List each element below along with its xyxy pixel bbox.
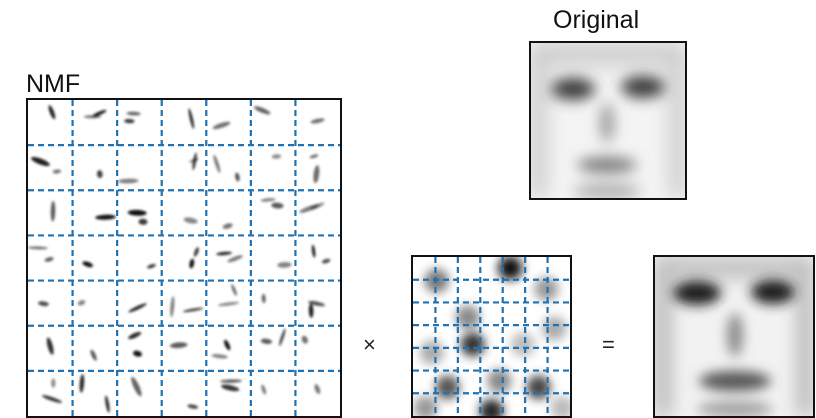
nmf-label: NMF	[26, 70, 81, 98]
basis-stroke	[279, 328, 286, 347]
encoding-blob	[498, 257, 523, 281]
basis-stroke	[28, 246, 48, 250]
basis-stroke	[310, 202, 325, 210]
encoding-blob	[479, 399, 504, 416]
basis-stroke	[46, 337, 54, 355]
basis-stroke	[220, 379, 242, 383]
basis-stroke	[313, 165, 320, 184]
basis-stroke	[308, 303, 314, 318]
reconstructed-face-image	[653, 255, 815, 418]
encoding-blob	[419, 340, 444, 365]
encoding-coefficients-grid	[411, 255, 572, 418]
basis-stroke	[90, 349, 97, 361]
basis-stroke	[52, 169, 62, 174]
basis-stroke	[260, 338, 273, 344]
basis-stroke	[301, 335, 308, 344]
encoding-blob	[542, 316, 567, 341]
basis-stroke	[310, 118, 325, 124]
basis-stroke	[188, 108, 195, 129]
basis-stroke	[211, 354, 228, 359]
basis-stroke	[311, 244, 316, 258]
encoding-blob	[455, 305, 480, 330]
basis-stroke	[105, 395, 110, 413]
basis-stroke	[221, 384, 240, 392]
basis-stroke	[118, 178, 139, 184]
basis-stroke	[170, 296, 175, 318]
basis-stroke	[128, 331, 142, 340]
basis-stroke	[308, 300, 326, 307]
basis-stroke	[126, 111, 141, 116]
basis-stroke	[189, 258, 195, 269]
basis-stroke	[189, 158, 199, 163]
basis-stroke	[96, 170, 103, 179]
basis-stroke	[124, 118, 135, 124]
basis-stroke	[132, 350, 143, 357]
basis-stroke	[216, 251, 233, 256]
basis-stroke	[41, 395, 63, 403]
basis-stroke	[261, 293, 266, 304]
encoding-blob	[550, 396, 570, 416]
basis-stroke	[222, 223, 233, 229]
basis-stroke	[95, 214, 116, 220]
basis-stroke	[193, 247, 199, 257]
basis-stroke	[277, 262, 292, 268]
basis-stroke	[92, 110, 107, 117]
multiply-sign: ×	[363, 332, 376, 357]
basis-stroke	[51, 378, 56, 388]
encoding-blob	[510, 332, 535, 357]
encoding-blob	[487, 369, 512, 393]
basis-stroke	[77, 300, 86, 306]
original-face-image	[529, 41, 687, 200]
basis-stroke	[235, 172, 240, 182]
original-label: Original	[553, 6, 640, 34]
encoding-blob	[435, 375, 460, 400]
basis-stroke	[183, 217, 198, 224]
basis-stroke	[83, 115, 102, 119]
basis-stroke	[309, 154, 319, 159]
basis-stroke	[212, 121, 231, 130]
basis-stroke	[79, 374, 85, 393]
encoding-blob	[460, 332, 485, 357]
basis-stroke	[260, 198, 276, 202]
encoding-blob	[534, 276, 559, 301]
basis-stroke	[31, 156, 50, 167]
basis-stroke	[183, 307, 204, 313]
basis-stroke	[147, 264, 156, 269]
basis-stroke	[138, 218, 148, 225]
basis-stroke	[314, 384, 321, 395]
encoding-blob	[413, 396, 438, 416]
basis-stroke	[213, 154, 221, 173]
equals-sign: =	[602, 332, 615, 357]
basis-stroke	[271, 202, 284, 209]
basis-stroke	[127, 209, 147, 216]
basis-stroke	[231, 284, 237, 296]
basis-stroke	[227, 255, 243, 263]
basis-stroke	[261, 384, 267, 395]
basis-stroke	[321, 258, 331, 264]
basis-stroke	[82, 261, 94, 268]
basis-stroke	[254, 106, 271, 115]
basis-stroke	[217, 301, 240, 307]
basis-stroke	[128, 303, 147, 313]
basis-stroke	[37, 301, 49, 307]
basis-stroke	[224, 339, 231, 351]
nmf-basis-grid	[26, 98, 342, 418]
basis-stroke	[50, 200, 56, 222]
basis-stroke	[169, 342, 188, 349]
basis-stroke	[48, 105, 56, 120]
basis-stroke	[44, 257, 54, 262]
basis-stroke	[131, 376, 142, 397]
basis-stroke	[187, 404, 199, 409]
basis-stroke	[271, 154, 282, 159]
